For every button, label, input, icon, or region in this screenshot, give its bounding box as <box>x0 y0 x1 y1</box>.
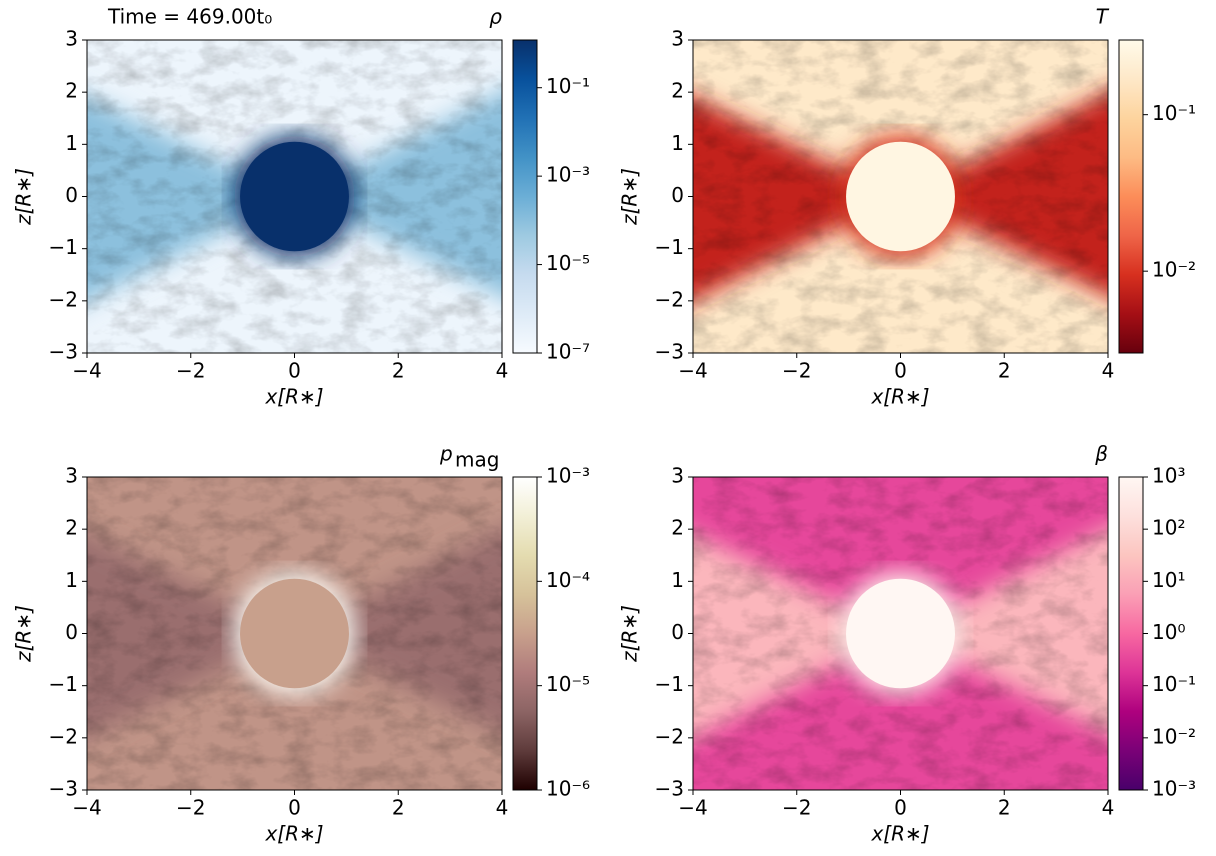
y-tick-label: −1 <box>655 235 684 259</box>
y-tick-label: 3 <box>671 464 684 488</box>
y-axis-label: z[R∗] <box>12 605 36 663</box>
panel-title: ρ <box>489 5 502 29</box>
field-image <box>693 477 1108 790</box>
y-tick-label: 1 <box>65 131 78 155</box>
colorbar-tick-label: 10⁻⁶ <box>546 777 590 801</box>
panel-title-subscript: mag <box>455 448 499 472</box>
y-tick-label: 2 <box>671 516 684 540</box>
y-tick-label: −2 <box>49 724 78 748</box>
x-tick-label: 0 <box>288 359 301 383</box>
x-tick-label: 0 <box>288 796 301 820</box>
x-tick-label: −4 <box>678 796 707 820</box>
star-disc <box>846 578 955 689</box>
y-tick-label: −1 <box>49 672 78 696</box>
panel: −4 −2 0 2 4 −3 −2 −1 0 1 2 3 x[R∗] z[R∗] p mag 10⁻⁶ 10⁻⁵ 1… <box>12 442 591 846</box>
x-tick-label: −4 <box>678 359 707 383</box>
star-disc <box>240 578 349 689</box>
x-tick-label: −2 <box>782 796 811 820</box>
colorbar-tick-label: 10⁻⁷ <box>546 340 590 364</box>
star-disc <box>240 141 349 252</box>
y-tick-label: 3 <box>65 27 78 51</box>
colorbar-tick-label: 10⁻¹ <box>1152 672 1196 696</box>
x-tick-label: 2 <box>998 796 1011 820</box>
panel-title: β <box>1094 442 1108 466</box>
colorbar-tick-label: 10⁻⁵ <box>546 672 590 696</box>
x-tick-label: −2 <box>176 796 205 820</box>
y-tick-label: 1 <box>671 568 684 592</box>
y-tick-label: 3 <box>671 27 684 51</box>
x-tick-label: 0 <box>894 796 907 820</box>
colorbar-tick-label: 10⁰ <box>1152 620 1185 644</box>
panel: −4 −2 0 2 4 −3 −2 −1 0 1 2 3 x[R∗] z[R∗] T 10⁻² 10⁻¹ <box>618 5 1197 409</box>
x-tick-label: 4 <box>496 796 509 820</box>
colorbar-tick-label: 10³ <box>1152 464 1185 488</box>
time-annotation: Time = 469.00t₀ <box>107 5 272 29</box>
x-tick-label: −2 <box>782 359 811 383</box>
panel-title: T <box>1096 5 1110 29</box>
y-axis-label: z[R∗] <box>618 605 642 663</box>
colorbar-tick-label: 10⁻³ <box>546 163 590 187</box>
y-tick-label: −1 <box>655 672 684 696</box>
y-tick-label: −2 <box>655 287 684 311</box>
colorbar-tick-label: 10⁻⁵ <box>546 251 590 275</box>
colorbar-tick-label: 10⁻¹ <box>546 74 590 98</box>
y-tick-label: 2 <box>65 516 78 540</box>
x-axis-label: x[R∗] <box>870 822 929 846</box>
x-tick-label: 2 <box>392 796 405 820</box>
y-tick-label: 1 <box>671 131 684 155</box>
y-tick-label: 0 <box>671 183 684 207</box>
x-tick-label: 4 <box>496 359 509 383</box>
y-tick-label: −3 <box>49 777 78 801</box>
y-tick-label: −2 <box>655 724 684 748</box>
colorbar-tick-label: 10⁻⁴ <box>546 568 590 592</box>
colorbar-tick-label: 10⁻² <box>1152 724 1196 748</box>
y-axis-label: z[R∗] <box>618 168 642 226</box>
x-tick-label: 0 <box>894 359 907 383</box>
x-tick-label: −2 <box>176 359 205 383</box>
x-tick-label: 2 <box>392 359 405 383</box>
field-image <box>87 477 502 790</box>
colorbar <box>512 39 538 354</box>
y-tick-label: −3 <box>655 340 684 364</box>
y-tick-label: 2 <box>65 79 78 103</box>
y-axis-label: z[R∗] <box>12 168 36 226</box>
x-axis-label: x[R∗] <box>264 822 323 846</box>
field-image <box>693 40 1108 353</box>
panel: −4 −2 0 2 4 −3 −2 −1 0 1 2 3 x[R∗] z[R∗] ρ Time = 469.0… <box>12 5 591 409</box>
panel: −4 −2 0 2 4 −3 −2 −1 0 1 2 3 x[R∗] z[R∗] β 10⁻³ 10⁻² 10⁻¹… <box>618 442 1197 846</box>
x-tick-label: 2 <box>998 359 1011 383</box>
y-tick-label: 0 <box>65 183 78 207</box>
y-tick-label: −3 <box>655 777 684 801</box>
y-tick-label: 2 <box>671 79 684 103</box>
y-tick-label: 0 <box>65 620 78 644</box>
y-tick-label: 0 <box>671 620 684 644</box>
star-disc <box>846 141 955 252</box>
x-tick-label: 4 <box>1102 796 1115 820</box>
colorbar-tick-label: 10⁻³ <box>546 464 590 488</box>
colorbar-tick-label: 10⁻³ <box>1152 777 1196 801</box>
x-tick-label: 4 <box>1102 359 1115 383</box>
y-tick-label: −1 <box>49 235 78 259</box>
x-axis-label: x[R∗] <box>264 385 323 409</box>
colorbar-tick-label: 10⁻¹ <box>1152 101 1196 125</box>
colorbar <box>512 476 538 791</box>
y-tick-label: −3 <box>49 340 78 364</box>
colorbar <box>1118 476 1144 791</box>
y-tick-label: 3 <box>65 464 78 488</box>
y-tick-label: 1 <box>65 568 78 592</box>
x-tick-label: −4 <box>72 796 101 820</box>
panel-title: p <box>439 442 453 466</box>
colorbar <box>1118 39 1144 354</box>
colorbar-tick-label: 10² <box>1152 516 1185 540</box>
colorbar-tick-label: 10¹ <box>1152 568 1185 592</box>
field-image <box>87 40 502 353</box>
y-tick-label: −2 <box>49 287 78 311</box>
x-axis-label: x[R∗] <box>870 385 929 409</box>
colorbar-tick-label: 10⁻² <box>1152 258 1196 282</box>
x-tick-label: −4 <box>72 359 101 383</box>
